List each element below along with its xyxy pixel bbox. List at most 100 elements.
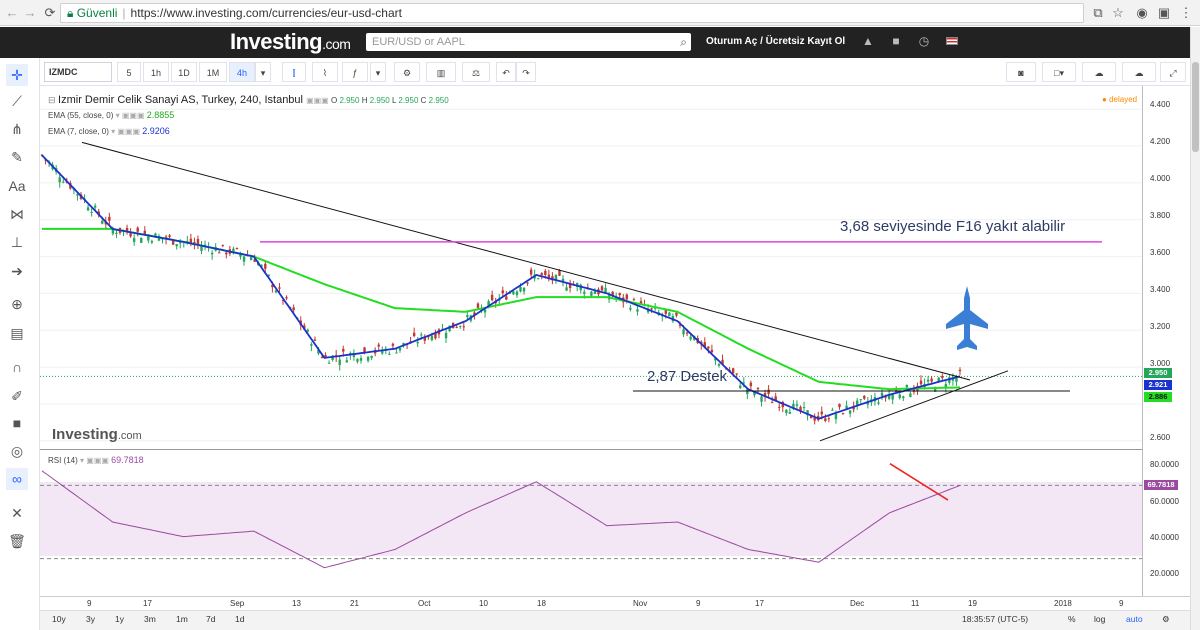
address-bar[interactable]: 🔒︎ Güvenli | https://www.investing.com/cur… (60, 3, 1084, 23)
interval-5[interactable]: 5 (117, 62, 141, 82)
range-1d[interactable]: 1d (235, 614, 245, 624)
lock-icon: 🔒︎ (67, 6, 77, 20)
bell-icon[interactable]: ▲ (862, 34, 874, 48)
percent-toggle[interactable]: % (1068, 614, 1076, 624)
range-7d[interactable]: 7d (206, 614, 216, 624)
indicators-dropdown-icon[interactable]: ▾ (370, 62, 386, 82)
candle-body (565, 287, 568, 291)
candle-body (143, 230, 146, 235)
reload-icon[interactable]: ⟳ (44, 5, 56, 20)
trash-icon[interactable]: 🗑︎ (8, 533, 26, 549)
undo-icon[interactable]: ↶ (496, 62, 516, 82)
candle-body (313, 339, 317, 341)
login-link[interactable]: Oturum Aç (706, 36, 758, 47)
bookmark-star-icon[interactable]: ☆ (1112, 5, 1124, 20)
settings-tools-icon[interactable]: ✕ (11, 505, 23, 521)
text-tool-icon[interactable]: Aa (8, 178, 26, 194)
compare-icon[interactable]: ▥ (426, 62, 456, 82)
range-10y[interactable]: 10y (52, 614, 66, 624)
interval-1m[interactable]: 1M (199, 62, 227, 82)
interval-1d[interactable]: 1D (171, 62, 197, 82)
scale-icon[interactable]: ⚖ (462, 62, 490, 82)
pencil-lock-icon[interactable]: ✐ (11, 388, 23, 404)
us-flag-icon[interactable] (946, 37, 958, 45)
price-axis[interactable] (1142, 86, 1190, 596)
ema7-legend[interactable]: EMA (7, close, 0) ▾ ▣▣▣ 2.9206 (48, 126, 170, 136)
price-tick: 4.000 (1150, 174, 1171, 183)
register-link[interactable]: Ücretsiz Kayıt Ol (765, 36, 846, 47)
lock-icon[interactable]: ■ (12, 415, 22, 431)
pane-divider[interactable] (40, 449, 1190, 450)
crosshair-icon[interactable]: ✛ (6, 64, 28, 86)
arrow-icon[interactable]: ➔ (11, 263, 23, 279)
rsi-tick: 60.0000 (1150, 497, 1179, 506)
candle-body (675, 312, 678, 316)
range-3m[interactable]: 3m (144, 614, 156, 624)
measure-icon[interactable]: ⊥ (10, 234, 24, 250)
clock-icon[interactable]: ◷ (918, 34, 930, 48)
auto-toggle[interactable]: auto (1126, 614, 1143, 624)
cloud-download-icon[interactable]: ☁ (1082, 62, 1116, 82)
briefcase-icon[interactable]: ■ (892, 34, 900, 48)
candles-icon[interactable]: ⫿ (282, 62, 306, 82)
redo-icon[interactable]: ↷ (516, 62, 536, 82)
legend-buttons[interactable]: ▣▣▣ (306, 96, 331, 105)
translate-icon[interactable]: ⧉ (1093, 5, 1103, 20)
forward-icon[interactable]: → (23, 5, 37, 20)
candle-body (909, 393, 912, 397)
candle-body (487, 301, 490, 307)
scrollbar-thumb[interactable] (1192, 62, 1199, 152)
last-price-label: 2.950 (1144, 368, 1172, 378)
candle-body (848, 410, 852, 414)
interval-4h[interactable]: 4h (229, 62, 255, 82)
cloud-upload-icon[interactable]: ☁ (1122, 62, 1156, 82)
magnet-icon[interactable]: ∩ (11, 359, 23, 375)
site-logo[interactable]: Investing.com (230, 29, 351, 54)
search-input[interactable]: EUR/USD or AAPL ⌕ (366, 33, 691, 51)
candle-body (125, 227, 129, 233)
line-chart-icon[interactable]: ⌇ (312, 62, 338, 82)
candle-body (636, 309, 639, 312)
page-scrollbar[interactable] (1190, 27, 1200, 630)
interval-1h[interactable]: 1h (143, 62, 169, 82)
support-annotation[interactable]: 2,87 Destek (647, 368, 728, 385)
fullscreen-icon[interactable]: ⤢ (1160, 62, 1186, 82)
ruler-icon[interactable]: ▤ (10, 325, 24, 341)
eye-icon[interactable]: ◎ (10, 443, 24, 459)
indicators-icon[interactable]: ƒ (342, 62, 368, 82)
brush-icon[interactable]: ✎ (11, 149, 23, 165)
pattern-icon[interactable]: ⋈ (10, 206, 24, 222)
time-axis[interactable] (40, 596, 1190, 610)
rsi-value: 69.7818 (111, 455, 144, 465)
candle-body (646, 308, 650, 313)
bottom-bar (40, 610, 1190, 630)
collapse-icon[interactable]: ⊟ (48, 95, 59, 105)
link-icon[interactable]: ∞ (6, 468, 28, 490)
printer-icon[interactable]: ▣ (1157, 5, 1171, 20)
camera-icon[interactable]: ◙ (1006, 62, 1036, 82)
zoom-icon[interactable]: ⊕ (11, 296, 23, 312)
layout-icon[interactable]: □▾ (1042, 62, 1076, 82)
range-3y[interactable]: 3y (86, 614, 95, 624)
gear-icon[interactable]: ⚙ (394, 62, 420, 82)
candle-body (760, 396, 763, 402)
fuel-annotation[interactable]: 3,68 seviyesinde F16 yakıt alabilir (840, 218, 1066, 235)
axis-settings-icon[interactable]: ⚙ (1162, 614, 1170, 624)
log-toggle[interactable]: log (1094, 614, 1106, 624)
fib-icon[interactable]: ⋔ (11, 121, 23, 137)
range-1y[interactable]: 1y (115, 614, 124, 624)
candle-body (218, 252, 221, 254)
range-1m[interactable]: 1m (176, 614, 188, 624)
search-icon[interactable]: ⌕ (680, 35, 687, 49)
candle-body (200, 246, 203, 252)
trendline-icon[interactable]: ⟋ (12, 93, 22, 109)
jet-icon[interactable] (944, 284, 990, 354)
watermark-logo: Investing.com (52, 426, 142, 443)
ema55-legend[interactable]: EMA (55, close, 0) ▾ ▣▣▣ 2.8855 (48, 110, 175, 120)
rsi-legend[interactable]: RSI (14) ▾ ▣▣▣ 69.7818 (48, 455, 144, 465)
menu-dots-icon[interactable]: ⋮ (1179, 5, 1193, 20)
extension-icon[interactable]: ◉ (1136, 5, 1148, 20)
symbol-input[interactable]: IZMDC (44, 62, 112, 82)
interval-dropdown-icon[interactable]: ▾ (255, 62, 271, 82)
back-icon[interactable]: ← (5, 5, 19, 20)
